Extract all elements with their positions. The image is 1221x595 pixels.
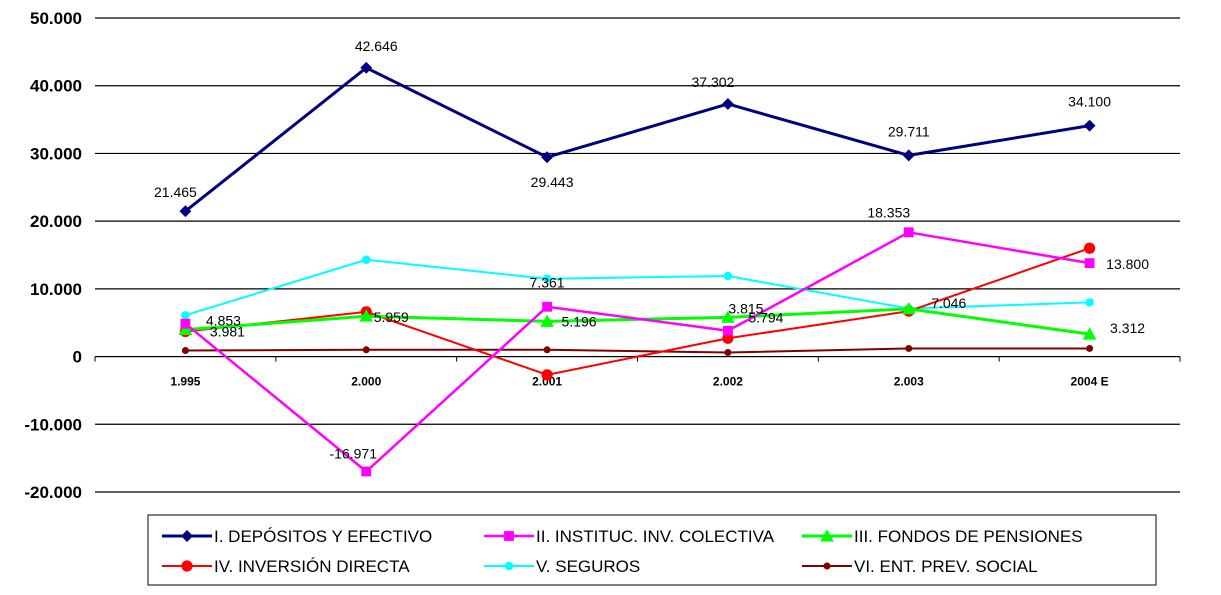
data-point — [1082, 327, 1097, 340]
legend-item: IV. INVERSIÓN DIRECTA — [162, 557, 410, 576]
series-line — [185, 347, 1090, 354]
legend-label: IV. INVERSIÓN DIRECTA — [214, 557, 410, 576]
legend-item: VI. ENT. PREV. SOCIAL — [802, 557, 1038, 576]
x-tick-label: 2.001 — [532, 375, 562, 389]
y-tick-label: 40.000 — [30, 77, 82, 96]
series-line — [185, 258, 1090, 317]
series-line — [185, 247, 1090, 376]
data-label: 29.711 — [888, 123, 930, 139]
data-label: 5.794 — [748, 309, 783, 325]
data-point — [721, 310, 735, 323]
data-point — [1086, 344, 1094, 352]
legend-box — [147, 514, 1157, 586]
data-label: 3.815 — [728, 301, 763, 317]
series-6 — [181, 344, 1094, 357]
legend-marker — [504, 531, 514, 541]
series-lines — [178, 61, 1097, 477]
data-point — [721, 98, 734, 110]
legend-marker — [181, 560, 193, 572]
data-point — [360, 61, 373, 74]
legend-marker — [504, 561, 514, 571]
data-point — [1083, 242, 1096, 254]
data-point — [542, 274, 552, 283]
data-point — [362, 346, 370, 354]
data-labels: 21.465 42.646 29.443 37.302 29.711 34.100 4.85… — [154, 38, 1149, 462]
data-label: 29.443 — [531, 174, 574, 190]
data-point — [181, 311, 190, 320]
y-axis-ticks: 50.000 40.000 30.000 20.000 10.000 0 -10.000 -2… — [24, 9, 82, 502]
legend-marker — [181, 530, 193, 542]
data-label: 21.465 — [154, 184, 197, 200]
data-label: 3.312 — [1110, 320, 1145, 336]
legend-item: V. SEGUROS — [484, 557, 640, 576]
series-2 — [180, 227, 1095, 477]
data-point — [541, 369, 553, 381]
data-label: 7.361 — [530, 275, 565, 291]
legend: I. DEPÓSITOS Y EFECTIVO II. INSTITUC. INV… — [147, 514, 1157, 586]
data-point — [724, 349, 732, 357]
x-tick-label: 2004 E — [1071, 375, 1109, 389]
x-tick-label: 2.000 — [351, 375, 381, 389]
data-label: 37.302 — [692, 74, 735, 90]
data-label: 18.353 — [867, 204, 910, 220]
y-tick-label: 50.000 — [30, 9, 82, 28]
legend-label: II. INSTITUC. INV. COLECTIVA — [536, 527, 775, 546]
data-point — [543, 346, 551, 354]
data-point — [1085, 298, 1094, 307]
series-5 — [181, 255, 1094, 320]
data-point — [1084, 258, 1095, 269]
series-line — [184, 231, 1090, 473]
y-tick-label: -10.000 — [24, 415, 82, 434]
series-1 — [179, 61, 1096, 218]
data-point — [541, 151, 554, 164]
data-point — [180, 318, 191, 329]
legend-item: II. INSTITUC. INV. COLECTIVA — [484, 527, 775, 546]
data-label: 5.196 — [562, 313, 597, 329]
data-point — [178, 322, 193, 336]
y-tick-label: 0 — [73, 348, 82, 367]
data-label: 5.959 — [374, 309, 409, 325]
data-point — [902, 149, 915, 162]
data-point — [361, 466, 372, 477]
data-point — [540, 314, 554, 327]
data-label: 42.646 — [355, 38, 398, 54]
data-label: 34.100 — [1068, 94, 1111, 110]
y-tick-label: 20.000 — [30, 212, 82, 231]
data-point — [542, 301, 552, 312]
data-point — [901, 302, 916, 315]
data-point — [1083, 119, 1096, 132]
legend-label: V. SEGUROS — [536, 557, 640, 576]
gridlines — [95, 17, 1180, 493]
data-point — [903, 227, 914, 238]
data-point — [179, 205, 192, 218]
data-point — [905, 344, 913, 352]
legend-marker — [820, 529, 834, 542]
data-point — [362, 255, 371, 264]
data-label: 13.800 — [1106, 256, 1149, 272]
y-tick-label: 10.000 — [30, 280, 82, 299]
data-label: 7.046 — [931, 295, 966, 311]
legend-item: I. DEPÓSITOS Y EFECTIVO — [162, 527, 432, 546]
data-label: -16.971 — [330, 445, 378, 461]
y-tick-label: -20.000 — [24, 483, 82, 502]
data-point — [181, 346, 189, 354]
legend-marker — [823, 562, 831, 570]
data-point — [723, 325, 733, 336]
x-tick-label: 2.002 — [713, 375, 743, 389]
x-tick-label: 2.003 — [894, 375, 924, 389]
data-label: 4.853 — [206, 313, 241, 329]
legend-label: III. FONDOS DE PENSIONES — [854, 527, 1083, 546]
legend-item: III. FONDOS DE PENSIONES — [802, 527, 1083, 546]
y-tick-label: 30.000 — [30, 144, 82, 163]
x-tick-label: 1.995 — [170, 375, 200, 389]
data-label: 3.981 — [210, 324, 245, 340]
legend-label: I. DEPÓSITOS Y EFECTIVO — [214, 527, 432, 546]
legend-label: VI. ENT. PREV. SOCIAL — [854, 557, 1038, 576]
series-line — [185, 307, 1090, 336]
data-point — [359, 309, 374, 322]
series-line — [184, 66, 1090, 213]
data-point — [723, 271, 733, 281]
